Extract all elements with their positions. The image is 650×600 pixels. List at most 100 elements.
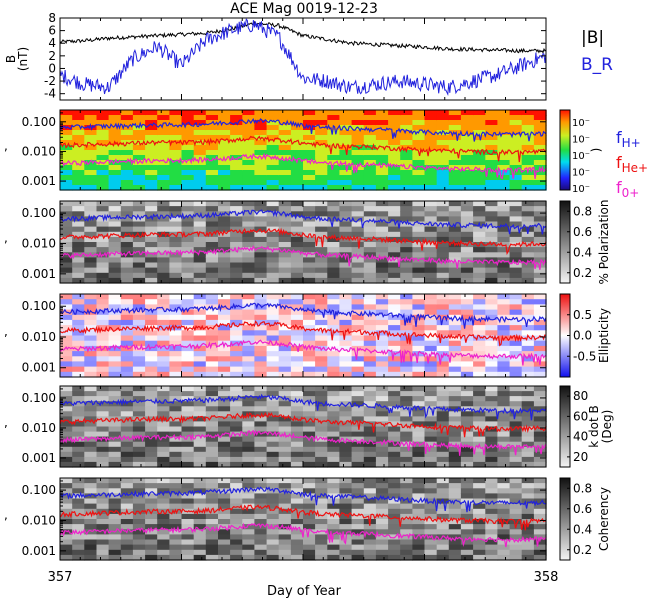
spectrogram-cell-4 — [169, 461, 183, 468]
spectrogram-cell-2 — [145, 226, 158, 233]
spectrogram-cell-2 — [485, 211, 499, 217]
spectrogram-cell-4 — [533, 396, 547, 402]
spectrogram-cell-2 — [497, 216, 511, 223]
spectrogram-cell-3 — [533, 299, 547, 305]
spectrogram-cell-2 — [120, 226, 134, 233]
spectrogram-cell-2 — [254, 216, 268, 223]
spectrogram-cell-2 — [497, 267, 511, 274]
spectrogram-cell-2 — [254, 242, 268, 248]
spectrogram-cell-3 — [60, 319, 73, 326]
spectrogram-cell-1 — [193, 175, 207, 181]
spectrogram-cell-2 — [205, 221, 219, 228]
spectrogram-cell-3 — [205, 309, 219, 316]
spectrogram-cell-5 — [521, 529, 535, 535]
spectrogram-cell-2 — [290, 247, 304, 253]
spectrogram-cell-3 — [315, 356, 328, 363]
spectrogram-cell-3 — [303, 304, 316, 311]
spectrogram-cell-4 — [351, 441, 365, 448]
spectrogram-cell-1 — [254, 180, 268, 186]
colorbar-tick-label: 0.2 — [573, 543, 592, 557]
spectrogram-cell-1 — [145, 180, 158, 186]
spectrogram-cell-4 — [412, 391, 426, 397]
spectrogram-cell-4 — [290, 386, 304, 392]
spectrogram-cell-3 — [412, 361, 426, 368]
spectrogram-cell-3 — [157, 335, 170, 342]
spectrogram-cell-2 — [218, 242, 231, 248]
spectrogram-cell-4 — [436, 456, 450, 463]
spectrogram-cell-3 — [436, 371, 450, 378]
spectrogram-cell-4 — [363, 421, 377, 428]
spectrogram-cell-4 — [436, 386, 450, 392]
spectrogram-cell-5 — [485, 508, 499, 515]
spectrogram-cell-4 — [460, 436, 474, 443]
spectrogram-cell-2 — [521, 277, 535, 284]
spectrogram-cell-5 — [315, 513, 328, 520]
spectrogram-cell-4 — [242, 456, 256, 463]
spectrogram-cell-4 — [290, 411, 304, 417]
spectrogram-cell-4 — [230, 441, 243, 448]
spectrogram-cell-1 — [132, 165, 146, 171]
spectrogram-cell-2 — [169, 277, 183, 284]
spectrogram-cell-4 — [485, 456, 499, 463]
spectrogram-cell-5 — [303, 519, 316, 525]
spectrogram-cell-1 — [84, 120, 98, 126]
spectrogram-cell-3 — [351, 335, 365, 342]
spectrogram-cell-1 — [290, 155, 304, 161]
spectrogram-cell-4 — [266, 461, 280, 468]
spectrogram-cell-5 — [424, 519, 438, 525]
x-tick-label-start: 357 — [48, 570, 73, 585]
spectrogram-cell-2 — [509, 221, 523, 228]
spectrogram-cell-5 — [375, 529, 389, 535]
spectrogram-cell-4 — [521, 416, 535, 423]
spectrogram-cell-4 — [218, 446, 231, 453]
spectrogram-cell-2 — [290, 221, 304, 228]
spectrogram-cell-5 — [400, 524, 413, 530]
spectrogram-cell-4 — [157, 456, 170, 463]
spectrogram-cell-3 — [327, 351, 341, 357]
spectrogram-cell-1 — [132, 150, 146, 156]
spectrogram-cell-1 — [96, 145, 110, 151]
spectrogram-cell-4 — [145, 411, 158, 417]
spectrogram-cell-3 — [96, 319, 110, 326]
spectrogram-cell-2 — [254, 201, 268, 207]
spectrogram-cell-4 — [375, 446, 389, 453]
spectrogram-cell-3 — [339, 340, 353, 347]
spectrogram-cell-1 — [351, 170, 365, 176]
spectrogram-cell-3 — [242, 345, 256, 352]
spectrogram-cell-4 — [84, 401, 98, 407]
spectrogram-cell-1 — [485, 165, 499, 171]
spectrogram-cell-5 — [448, 529, 462, 535]
spectrogram-cell-2 — [509, 231, 523, 238]
spectrogram-cell-5 — [218, 554, 231, 561]
spectrogram-cell-2 — [120, 242, 134, 248]
spectrogram-cell-5 — [485, 539, 499, 546]
spectrogram-cell-1 — [448, 175, 462, 181]
spectrogram-cell-3 — [254, 340, 268, 347]
spectrogram-cell-5 — [375, 549, 389, 556]
spectrogram-cell-1 — [303, 130, 316, 136]
spectrogram-cell-2 — [400, 247, 413, 253]
spectrogram-cell-5 — [254, 488, 268, 494]
spectrogram-cell-4 — [400, 446, 413, 453]
spectrogram-cell-2 — [315, 226, 328, 233]
spectrogram-cell-1 — [485, 185, 499, 191]
spectrogram-cell-5 — [400, 549, 413, 556]
spectrogram-cell-2 — [509, 252, 523, 258]
spectrogram-cell-5 — [509, 493, 523, 500]
spectrogram-cell-3 — [84, 361, 98, 368]
spectrogram-cell-4 — [315, 416, 328, 423]
spectrogram-cell-2 — [181, 252, 195, 258]
spectrogram-cell-5 — [375, 488, 389, 494]
spectrogram-cell-4 — [72, 451, 85, 458]
spectrogram-cell-5 — [400, 539, 413, 546]
spectrogram-cell-2 — [375, 257, 389, 264]
spectrogram-cell-2 — [327, 211, 341, 217]
spectrogram-cell-3 — [132, 314, 146, 321]
spectrogram-cell-2 — [327, 226, 341, 233]
spectrogram-cell-2 — [72, 226, 85, 233]
spectrogram-cell-3 — [60, 340, 73, 347]
spectrogram-cell-3 — [157, 304, 170, 311]
gyro-line-he-panel-4 — [59, 320, 547, 347]
spectrogram-cell-5 — [72, 478, 85, 484]
spectrogram-cell-1 — [327, 140, 341, 146]
